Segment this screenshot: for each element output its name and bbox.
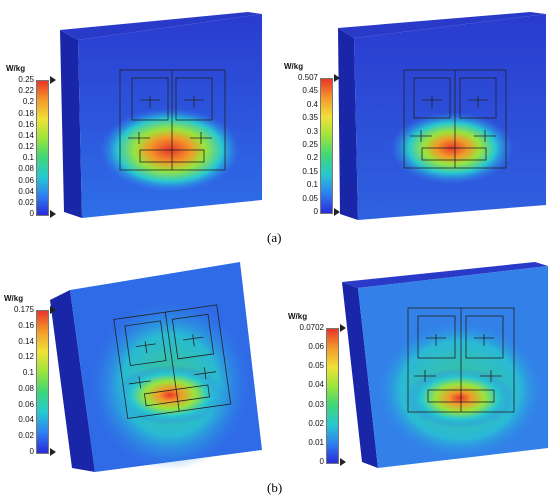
phantom-top [342, 262, 548, 288]
colorbar-tick-label: 0.04 [18, 415, 34, 425]
colorbar-tick-label: 0 [319, 457, 324, 466]
sar-panel-b-left: W/kg 0.175 0.16 0.14 0.12 0.1 0.08 0.06 0.04 0.0… [0, 250, 270, 475]
colorbar-tick-label: 0.35 [302, 113, 318, 123]
colorbar-tick-label: 0.507 [297, 73, 318, 82]
colorbar-tick-label: 0.08 [18, 164, 34, 174]
colorbar-unit: W/kg [4, 294, 24, 303]
colorbar-min-arrow-icon [334, 208, 340, 216]
colorbar: W/kg 0.175 0.16 0.14 0.12 0.1 0.08 0.06 0.04 0.0… [4, 294, 56, 464]
colorbar-tick-label: 0.04 [308, 380, 324, 390]
colorbar-tick-label: 0.0702 [299, 323, 324, 332]
colorbar-unit: W/kg [284, 62, 304, 71]
colorbar-min-arrow-icon [50, 210, 56, 218]
sar-field-plot [342, 262, 548, 468]
sar-panel-b-right: W/kg 0.0702 0.06 0.05 0.04 0.03 0.02 0.01 0 [280, 250, 550, 475]
colorbar-tick-label: 0 [313, 207, 318, 216]
colorbar-tick-label: 0.2 [306, 153, 318, 163]
colorbar-tick-label: 0.1 [306, 180, 318, 190]
colorbar-tick-label: 0.1 [22, 368, 34, 378]
colorbar-gradient [36, 310, 49, 454]
colorbar: W/kg 0.25 0.22 0.2 0.18 0.16 0.14 0.12 0.1 0.08 0… [6, 64, 56, 224]
colorbar-unit: W/kg [288, 312, 308, 321]
colorbar-tick-label: 0.06 [18, 175, 34, 185]
colorbar-max-arrow-icon [340, 324, 346, 332]
colorbar-min-arrow-icon [50, 448, 56, 456]
caption-a: (a) [267, 230, 282, 245]
colorbar-tick-label: 0.05 [302, 193, 318, 203]
colorbar-tick-label: 0.2 [22, 97, 34, 107]
sar-panel-a-left: W/kg 0.25 0.22 0.2 0.18 0.16 0.14 0.12 0.1 0.08 0… [0, 0, 270, 225]
colorbar-tick-label: 0 [29, 209, 34, 218]
colorbar-tick-label: 0 [29, 447, 34, 456]
colorbar-tick-label: 0.05 [308, 361, 324, 371]
colorbar-tick-label: 0.1 [22, 153, 34, 163]
colorbar-tick-label: 0.25 [302, 140, 318, 149]
colorbar-tick-label: 0.18 [18, 108, 34, 118]
colorbar-unit: W/kg [6, 64, 26, 73]
colorbar-tick-label: 0.04 [18, 186, 34, 196]
colorbar-tick-label: 0.175 [13, 305, 34, 314]
colorbar-max-arrow-icon [334, 74, 340, 82]
colorbar-tick-label: 0.03 [308, 399, 324, 409]
colorbar-tick-label: 0.45 [302, 86, 318, 96]
colorbar-tick-label: 0.12 [18, 142, 34, 151]
colorbar-max-arrow-icon [50, 306, 56, 314]
sar-field-plot [338, 12, 546, 220]
colorbar-tick-label: 0.12 [18, 352, 34, 362]
colorbar-tick-label: 0.4 [306, 99, 318, 109]
colorbar-tick-label: 0.16 [18, 119, 34, 129]
sar-panel-a-right: W/kg 0.507 0.45 0.4 0.35 0.3 0.25 0.2 0.15 0.1 0.… [280, 0, 550, 225]
colorbar-gradient [326, 328, 339, 464]
colorbar-tick-label: 0.22 [18, 86, 34, 96]
phantom-top [60, 12, 262, 40]
colorbar-tick-label: 0.02 [308, 418, 324, 428]
antenna-outline [407, 307, 515, 413]
sar-hotspot [405, 368, 515, 428]
colorbar-max-arrow-icon [50, 76, 56, 84]
phantom-side [338, 28, 358, 220]
colorbar-tick-label: 0.15 [302, 166, 318, 176]
phantom-side [50, 290, 95, 472]
phantom-top [338, 12, 546, 38]
colorbar-gradient [36, 80, 49, 216]
colorbar-tick-label: 0.06 [18, 399, 34, 409]
caption-b: (b) [267, 480, 283, 495]
colorbar-tick-label: 0.3 [306, 126, 318, 136]
colorbar-tick-label: 0.06 [308, 342, 324, 352]
antenna-outline [113, 304, 232, 419]
colorbar-tick-label: 0.02 [18, 197, 34, 207]
sar-field-plot [50, 262, 262, 472]
colorbar-tick-label: 0.02 [18, 431, 34, 441]
colorbar: W/kg 0.0702 0.06 0.05 0.04 0.03 0.02 0.01 0 [288, 312, 346, 472]
colorbar-tick-label: 0.14 [18, 130, 34, 140]
phantom-side [60, 30, 82, 218]
colorbar-gradient [320, 78, 333, 214]
colorbar-tick-label: 0.16 [18, 320, 34, 330]
sar-field-plot [60, 12, 262, 218]
phantom-side [342, 282, 378, 468]
colorbar: W/kg 0.507 0.45 0.4 0.35 0.3 0.25 0.2 0.15 0.1 0.… [284, 62, 340, 222]
antenna-outline [403, 69, 507, 169]
colorbar-min-arrow-icon [340, 458, 346, 466]
sar-hotspot [115, 365, 225, 425]
colorbar-tick-label: 0.14 [18, 336, 34, 346]
colorbar-tick-label: 0.08 [18, 383, 34, 393]
colorbar-tick-label: 0.25 [18, 75, 34, 84]
colorbar-tick-label: 0.01 [308, 437, 324, 447]
antenna-outline [119, 69, 226, 171]
